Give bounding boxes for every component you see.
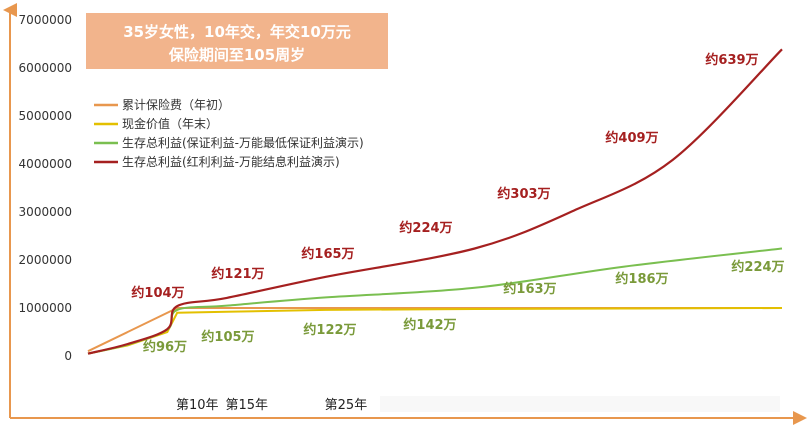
y-tick-label: 0 <box>64 349 72 363</box>
data-label: 约165万 <box>301 246 354 262</box>
title-box: 35岁女性，10年交，年交10万元 保险期间至105周岁 <box>86 13 388 69</box>
x-tick-label: 第10年 <box>176 398 219 413</box>
data-label: 约303万 <box>497 186 550 202</box>
y-tick-label: 7000000 <box>19 13 72 27</box>
data-label: 约224万 <box>399 220 452 236</box>
data-label: 约104万 <box>131 285 184 301</box>
y-tick-label: 6000000 <box>19 61 72 75</box>
series-lines <box>87 48 783 355</box>
x-tick-label: 第15年 <box>226 398 269 413</box>
data-label: 约186万 <box>615 271 668 287</box>
y-tick-label: 1000000 <box>19 301 72 315</box>
data-label: 约409万 <box>605 130 658 146</box>
bonus-benefit-line <box>87 48 783 355</box>
legend: 累计保险费（年初） 现金价值（年末） 生存总利益(保证利益-万能最低保证利益演示) 生… <box>94 97 364 169</box>
data-label: 约224万 <box>731 259 784 275</box>
data-label: 约105万 <box>201 329 254 345</box>
data-label: 约142万 <box>403 317 456 333</box>
data-labels: 约639万约409万约303万约224万约165万约121万约104万约224万… <box>131 52 784 355</box>
y-tick-labels: 0 1000000 2000000 3000000 4000000 5000000 6000… <box>19 13 72 363</box>
x-tick-label: 第25年 <box>325 398 368 413</box>
legend-entry: 累计保险费（年初） <box>122 97 230 112</box>
y-tick-label: 3000000 <box>19 205 72 219</box>
bottom-fade-strip <box>380 396 780 412</box>
guaranteed-benefit-line <box>87 247 783 355</box>
y-tick-label: 2000000 <box>19 253 72 267</box>
legend-entry: 现金价值（年末） <box>122 116 218 131</box>
title-line-2: 保险期间至105周岁 <box>168 46 305 64</box>
legend-entry: 生存总利益(红利利益-万能结息利益演示) <box>122 154 340 169</box>
data-label: 约122万 <box>303 322 356 338</box>
data-label: 约96万 <box>143 339 187 355</box>
legend-entry: 生存总利益(保证利益-万能最低保证利益演示) <box>122 135 364 150</box>
data-label: 约121万 <box>211 266 264 282</box>
data-label: 约163万 <box>503 281 556 297</box>
x-tick-labels: 第10年 第15年 第25年 <box>176 398 367 413</box>
title-line-1: 35岁女性，10年交，年交10万元 <box>123 23 351 41</box>
data-label: 约639万 <box>705 52 758 68</box>
y-tick-label: 4000000 <box>19 157 72 171</box>
y-tick-label: 5000000 <box>19 109 72 123</box>
title-background <box>86 13 388 69</box>
